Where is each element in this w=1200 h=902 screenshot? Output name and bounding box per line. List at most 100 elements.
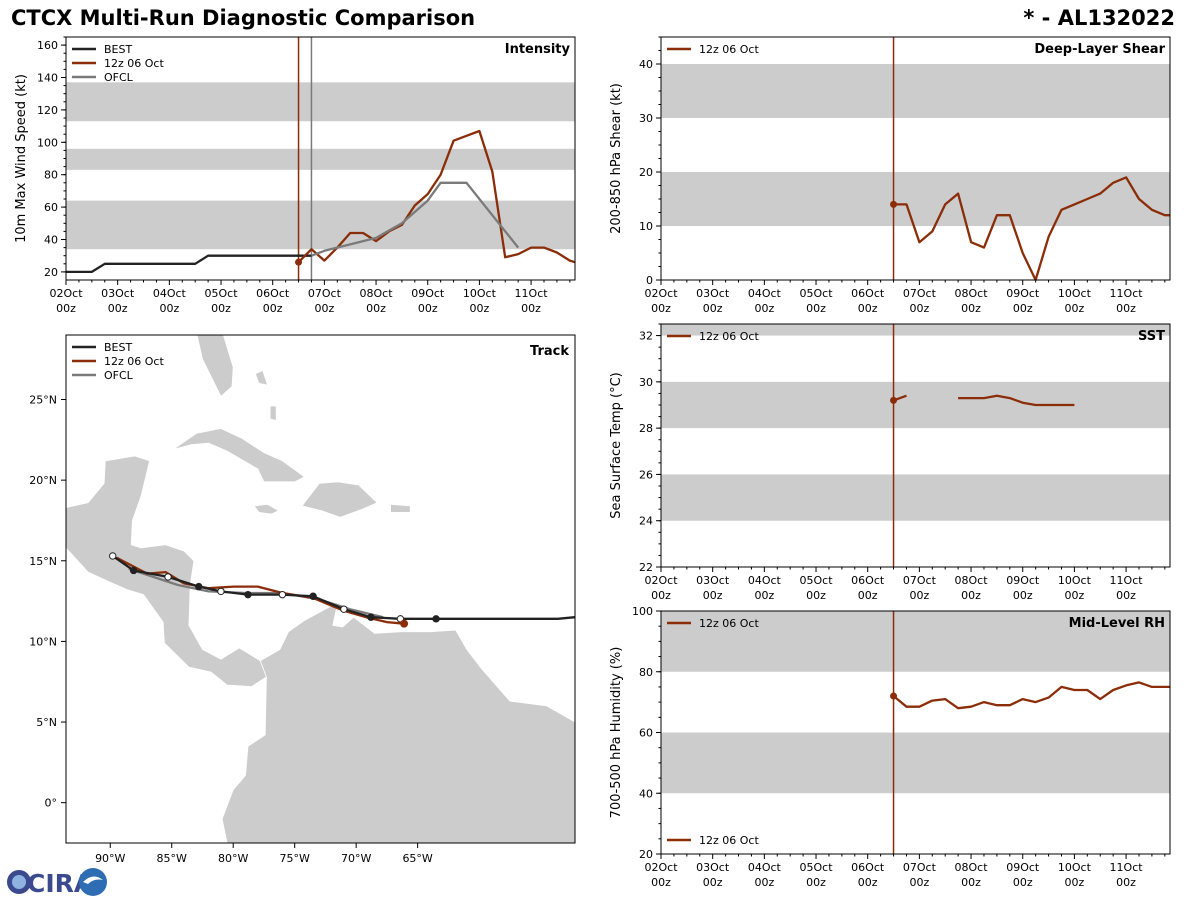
track-xtick-label: 90°W [95, 852, 125, 865]
shear-xtick-hour: 00z [1013, 302, 1033, 315]
track-legend-label: BEST [104, 341, 132, 354]
shear-xtick-hour: 00z [806, 302, 826, 315]
sst-band [661, 474, 1170, 520]
intensity-xtick-hour: 00z [211, 302, 231, 315]
cira-logo: CIRA [4, 866, 108, 898]
rh-xtick-day: 08Oct [955, 861, 989, 874]
track-xtick-label: 85°W [157, 852, 187, 865]
rh-xtick-hour: 00z [754, 876, 774, 889]
storm-id: * - AL132022 [1023, 6, 1175, 30]
rh-legend-label: 12z 06 Oct [699, 617, 759, 630]
sst-xtick-day: 08Oct [955, 574, 989, 587]
shear-xtick-day: 09Oct [1006, 287, 1040, 300]
shear-xtick-hour: 00z [1116, 302, 1136, 315]
sst-ylabel: Sea Surface Temp (°C) [609, 372, 624, 519]
track-ytick-label: 5°N [36, 716, 57, 729]
intensity-legend-label: OFCL [104, 71, 134, 84]
south-america-landmass [222, 603, 575, 843]
rh-xtick-day: 02Oct [644, 861, 678, 874]
sst-xtick-hour: 00z [1065, 589, 1085, 602]
sst-xtick-day: 05Oct [800, 574, 834, 587]
sst-frame [661, 324, 1170, 567]
shear-ytick-label: 0 [646, 274, 653, 287]
intensity-xtick-hour: 00z [263, 302, 283, 315]
jamaica-landmass [254, 504, 279, 514]
rh-chart: 2040608010002Oct00z03Oct00z04Oct00z05Oct… [661, 611, 1170, 854]
rh-ytick-label: 100 [632, 605, 653, 618]
track-legend-label: OFCL [104, 369, 134, 382]
intensity-xtick-day: 05Oct [205, 287, 239, 300]
track-best-12z-marker [279, 591, 285, 597]
shear-ytick-label: 30 [639, 112, 653, 125]
intensity-xtick-hour: 00z [56, 302, 76, 315]
intensity-title: Intensity [505, 42, 571, 57]
page-title: CTCX Multi-Run Diagnostic Comparison [11, 6, 475, 30]
sst-xtick-day: 09Oct [1006, 574, 1040, 587]
track-run-start-marker [400, 620, 408, 628]
track-best-12z-marker [341, 606, 347, 612]
sst-xtick-hour: 00z [1116, 589, 1136, 602]
track-best-00z-marker [130, 567, 136, 573]
intensity-xtick-day: 07Oct [308, 287, 342, 300]
intensity-ytick-label: 120 [37, 104, 58, 117]
shear-xtick-hour: 00z [703, 302, 723, 315]
sst-ytick-label: 22 [639, 561, 653, 574]
intensity-xtick-day: 08Oct [360, 287, 394, 300]
track-xtick-label: 70°W [341, 852, 371, 865]
shear-xtick-day: 10Oct [1058, 287, 1092, 300]
intensity-series-line [66, 256, 312, 272]
rh-xtick-hour: 00z [703, 876, 723, 889]
intensity-chart: 2040608010012014016002Oct00z03Oct00z04Oc… [66, 37, 575, 280]
track-ytick-label: 25°N [29, 394, 57, 407]
intensity-xtick-day: 04Oct [153, 287, 187, 300]
shear-xtick-hour: 00z [754, 302, 774, 315]
rh-series-line [894, 682, 1171, 708]
sst-band [661, 382, 1170, 428]
sst-legend-label: 12z 06 Oct [699, 330, 759, 343]
rh-ytick-label: 40 [639, 787, 653, 800]
intensity-xtick-hour: 00z [108, 302, 128, 315]
sst-ytick-label: 28 [639, 422, 653, 435]
rh-xtick-hour: 00z [1065, 876, 1085, 889]
rh-xtick-hour: 00z [961, 876, 981, 889]
rh-xtick-day: 05Oct [800, 861, 834, 874]
shear-xtick-hour: 00z [1065, 302, 1085, 315]
shear-data-point [890, 201, 897, 208]
rh-xtick-day: 11Oct [1110, 861, 1144, 874]
sst-chart: 22242628303202Oct00z03Oct00z04Oct00z05Oc… [661, 324, 1170, 567]
intensity-ytick-label: 60 [44, 201, 58, 214]
track-xtick-label: 75°W [279, 852, 309, 865]
intensity-legend-label: 12z 06 Oct [104, 57, 164, 70]
intensity-ytick-label: 80 [44, 169, 58, 182]
shear-xtick-hour: 00z [858, 302, 878, 315]
track-best-12z-marker [218, 588, 224, 594]
cuba-landmass [173, 429, 305, 482]
sst-xtick-day: 06Oct [851, 574, 885, 587]
intensity-xtick-day: 06Oct [256, 287, 290, 300]
shear-ytick-label: 20 [639, 166, 653, 179]
intensity-xtick-hour: 00z [314, 302, 334, 315]
sst-xtick-day: 07Oct [903, 574, 937, 587]
rh-band [661, 733, 1170, 794]
shear-xtick-day: 05Oct [800, 287, 834, 300]
shear-xtick-day: 08Oct [955, 287, 989, 300]
intensity-xtick-hour: 00z [159, 302, 179, 315]
sst-xtick-hour: 00z [1013, 589, 1033, 602]
sst-data-point [890, 397, 897, 404]
cira-logo-graphic: CIRA [4, 866, 108, 898]
intensity-xtick-hour: 00z [366, 302, 386, 315]
track-legend-label: 12z 06 Oct [104, 355, 164, 368]
sst-xtick-day: 04Oct [748, 574, 782, 587]
intensity-ytick-label: 40 [44, 234, 58, 247]
intensity-band [66, 149, 575, 170]
rh-xtick-day: 10Oct [1058, 861, 1092, 874]
shear-band [661, 172, 1170, 226]
rh-xtick-hour: 00z [651, 876, 671, 889]
sst-ytick-label: 32 [639, 330, 653, 343]
track-best-12z-marker [165, 574, 171, 580]
intensity-band [66, 82, 575, 121]
shear-legend-label: 12z 06 Oct [699, 43, 759, 56]
sst-xtick-hour: 00z [754, 589, 774, 602]
intensity-xtick-day: 03Oct [101, 287, 135, 300]
intensity-xtick-hour: 00z [521, 302, 541, 315]
